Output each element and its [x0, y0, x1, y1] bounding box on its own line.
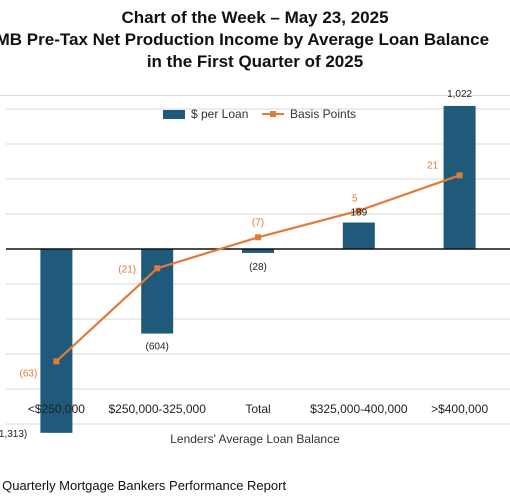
line-marker-1 [154, 265, 161, 272]
source-note: s Quarterly Mortgage Bankers Performance… [0, 478, 287, 493]
bar-0 [40, 249, 73, 433]
legend-line-swatch [262, 109, 284, 119]
x-tick-label-1: $250,000-325,000 [108, 402, 206, 416]
legend-label-dollars-per-loan: $ per Loan [191, 107, 249, 121]
line-marker-4 [456, 172, 463, 179]
chart-title-line-3: in the First Quarter of 2025 [146, 52, 364, 71]
line-marker-0 [53, 358, 60, 365]
x-tick-label-4: >$400,000 [431, 402, 488, 416]
bar-data-label-0: (1,313) [0, 429, 27, 440]
bar-data-label-2: (28) [249, 262, 267, 273]
line-data-label-2: (7) [252, 217, 264, 228]
line-marker-2 [255, 234, 261, 241]
title-divider [0, 95, 510, 96]
x-tick-label-3: $325,000-400,000 [310, 402, 408, 416]
bar-data-label-4: 1,022 [447, 89, 472, 100]
line-marker-3 [355, 207, 362, 214]
line-data-label-1: (21) [118, 264, 136, 275]
bar-3 [342, 222, 375, 249]
x-tick-label-2: Total [245, 402, 270, 416]
bar-data-label-3: 189 [350, 208, 367, 219]
line-data-label-3: 5 [352, 194, 358, 205]
bar-1 [141, 249, 174, 334]
x-tick-label-0: <$250,000 [28, 402, 85, 416]
x-axis-label: Lenders' Average Loan Balance [170, 432, 340, 446]
bar-data-label-1: (604) [146, 342, 169, 353]
legend-item-dollars-per-loan: $ per Loan [163, 107, 248, 121]
line-data-label-0: (63) [20, 368, 38, 379]
legend-bar-swatch [163, 109, 185, 119]
line-data-label-4: 21 [427, 160, 439, 171]
bar-2 [242, 249, 274, 253]
legend-label-basis-points: Basis Points [290, 107, 357, 121]
chart-title-line-1: Chart of the Week – May 23, 2025 [121, 8, 389, 27]
chart-title-line-2: IMB Pre-Tax Net Production Income by Ave… [0, 30, 490, 49]
legend-item-basis-points: Basis Points [262, 107, 356, 121]
